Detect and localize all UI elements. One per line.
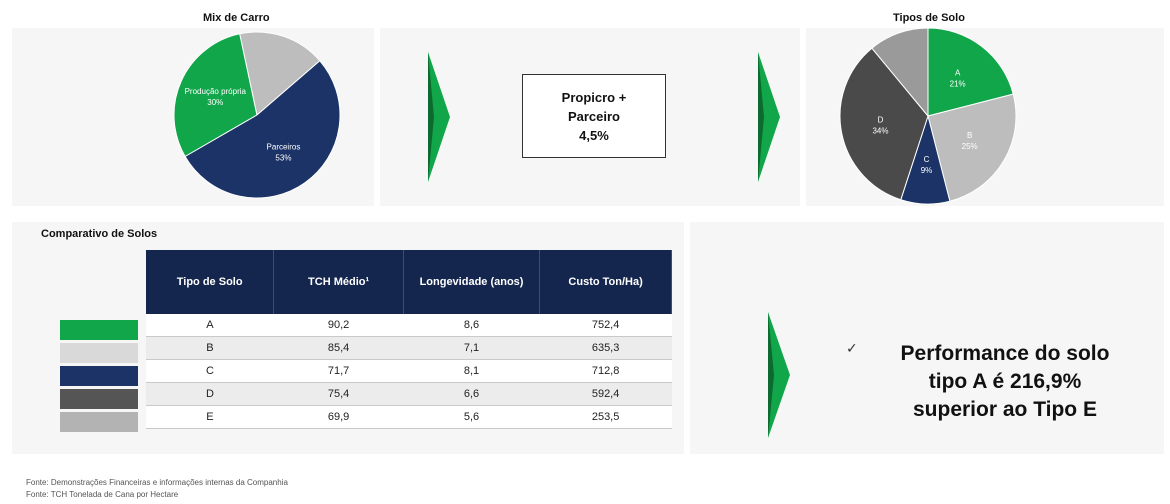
pie-slice-label: 30% — [207, 98, 223, 107]
chevron-right-icon — [428, 52, 450, 182]
cell: 253,5 — [539, 405, 672, 429]
table-row: D 75,4 6,6 592,4 — [146, 382, 672, 406]
cell: 71,7 — [273, 359, 404, 383]
header-tch: TCH Médio¹ — [273, 250, 404, 314]
box-line-3: 4,5% — [579, 127, 609, 143]
pie-slice-label: 53% — [275, 154, 291, 163]
cell: D — [146, 382, 274, 406]
pie-slice-b — [927, 93, 1017, 202]
cell: 69,9 — [273, 405, 404, 429]
footnote-source: Fonte: Demonstrações Financeiras e infor… — [26, 478, 288, 487]
cell: 8,6 — [403, 314, 540, 337]
cell: 90,2 — [273, 314, 404, 337]
cell: B — [146, 336, 274, 360]
cell: 75,4 — [273, 382, 404, 406]
chevron-right-icon — [768, 312, 790, 438]
cell: 635,3 — [539, 336, 672, 360]
pie-slice-label: Parceiros — [267, 143, 301, 152]
cell: 6,6 — [403, 382, 540, 406]
pie-slice-parceiros — [184, 60, 341, 199]
soil-comparison-table: Tipo de Solo TCH Médio¹ Longevidade (ano… — [146, 250, 672, 429]
pie-slice-label: Produção própria — [185, 87, 247, 96]
pie-slice-label: A — [955, 68, 961, 77]
check-icon: ✓ — [846, 340, 858, 356]
cell: A — [146, 314, 274, 337]
pie-slice-label: 34% — [872, 127, 888, 136]
header-cost: Custo Ton/Ha) — [539, 250, 672, 314]
compare-title: Comparativo de Solos — [41, 228, 158, 240]
legend-swatch-b — [60, 343, 138, 363]
mix-pie-chart: Produção própria 30% Parceiros 53% — [173, 31, 341, 199]
pie-slice-label: B — [967, 131, 972, 140]
table-row: C 71,7 8,1 712,8 — [146, 359, 672, 383]
pie-slice-label: 25% — [962, 142, 978, 151]
chevron-right-icon — [758, 52, 780, 182]
cell: 7,1 — [403, 336, 540, 360]
cell: 712,8 — [539, 359, 672, 383]
legend-swatch-e — [60, 412, 138, 432]
performance-callout: Performance do solo tipo A é 216,9% supe… — [870, 340, 1140, 424]
pie-right-title: Tipos de Solo — [890, 12, 968, 24]
box-line-1: Propicro + — [561, 89, 627, 105]
cell: E — [146, 405, 274, 429]
legend-swatch-a — [60, 320, 138, 340]
callout-line-3: superior ao Tipo E — [913, 398, 1097, 421]
table-row: A 90,2 8,6 752,4 — [146, 314, 672, 337]
partner-share-box: Propicro + Parceiro 4,5% — [522, 74, 666, 158]
pie-slice-label: D — [878, 116, 884, 125]
soil-pie-chart: A 21% B 25% C 9% D 34% — [839, 27, 1017, 205]
cell: 5,6 — [403, 405, 540, 429]
pie-slice-1 — [239, 31, 321, 116]
cell: C — [146, 359, 274, 383]
pie-slice-d — [839, 47, 929, 201]
pie-slice-label: 9% — [921, 166, 933, 175]
box-line-2: Parceiro — [567, 108, 621, 124]
cell: 85,4 — [273, 336, 404, 360]
legend-swatch-c — [60, 366, 138, 386]
cell: 592,4 — [539, 382, 672, 406]
table-row: B 85,4 7,1 635,3 — [146, 336, 672, 360]
header-longevity: Longevidade (anos) — [403, 250, 541, 314]
pie-left-title: Mix de Carro — [200, 12, 273, 24]
cell: 8,1 — [403, 359, 540, 383]
cell: 752,4 — [539, 314, 672, 337]
table-row: E 69,9 5,6 253,5 — [146, 405, 672, 429]
pie-slice-a — [927, 27, 1014, 117]
pie-slice-e — [871, 27, 929, 118]
pie-slice-label: C — [924, 155, 930, 164]
callout-line-1: Performance do solo — [900, 342, 1110, 365]
callout-line-2: tipo A é 216,9% — [928, 370, 1082, 393]
legend-swatch-d — [60, 389, 138, 409]
pie-slice-label: 21% — [950, 79, 966, 88]
pie-slice-produção-própria — [173, 33, 258, 158]
footnote-tch: Fonte: TCH Tonelada de Cana por Hectare — [26, 490, 179, 499]
header-soil-type: Tipo de Solo — [146, 250, 275, 314]
